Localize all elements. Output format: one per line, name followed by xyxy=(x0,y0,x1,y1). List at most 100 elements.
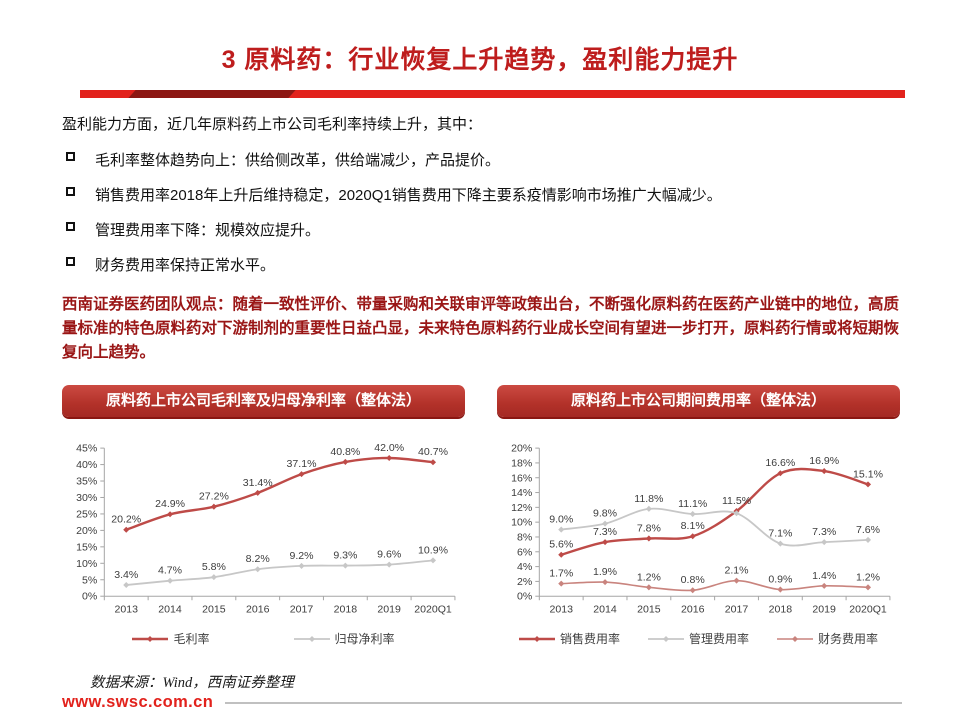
svg-text:2019: 2019 xyxy=(377,603,401,615)
svg-text:2013: 2013 xyxy=(549,603,573,615)
square-bullet-icon xyxy=(66,152,75,161)
expense-ratio-panel: 原料药上市公司期间费用率（整体法） 0% 2% 4% 6% 8% 10% 12% 14% 16%… xyxy=(497,385,900,647)
legend-line-marker-icon xyxy=(647,635,684,642)
svg-text:5.6%: 5.6% xyxy=(549,539,574,551)
svg-text:20.2%: 20.2% xyxy=(111,514,142,526)
svg-text:12%: 12% xyxy=(511,502,533,514)
svg-text:16.6%: 16.6% xyxy=(765,457,796,469)
svg-text:2014: 2014 xyxy=(158,603,182,615)
legend-item: 毛利率 xyxy=(132,630,210,647)
svg-text:2.1%: 2.1% xyxy=(724,565,749,577)
svg-text:14%: 14% xyxy=(511,487,533,499)
svg-text:7.8%: 7.8% xyxy=(637,522,662,534)
bullet-text: 毛利率整体趋势向上：供给侧改革，供给端减少，产品提价。 xyxy=(95,152,501,169)
svg-text:0.8%: 0.8% xyxy=(681,574,706,586)
svg-text:37.1%: 37.1% xyxy=(287,458,318,470)
svg-text:15%: 15% xyxy=(76,541,98,553)
svg-text:1.9%: 1.9% xyxy=(593,566,618,578)
bullet-text: 销售费用率2018年上升后维持稳定，2020Q1销售费用下降主要系疫情影响市场推… xyxy=(95,187,722,204)
bullet-text: 管理费用率下降：规模效应提升。 xyxy=(95,222,321,239)
svg-text:27.2%: 27.2% xyxy=(199,491,230,503)
profitability-panel: 原料药上市公司毛利率及归母净利率（整体法） 0% 5% 10% 15% 20% 25% 30… xyxy=(62,385,465,647)
svg-text:2020Q1: 2020Q1 xyxy=(849,603,887,615)
svg-text:2017: 2017 xyxy=(290,603,314,615)
svg-text:3.4%: 3.4% xyxy=(114,569,139,581)
svg-text:6%: 6% xyxy=(517,546,533,558)
svg-text:7.3%: 7.3% xyxy=(593,526,618,538)
svg-text:18%: 18% xyxy=(511,457,533,469)
body-content: 盈利能力方面，近几年原料药上市公司毛利率持续上升，其中： 毛利率整体趋势向上：供… xyxy=(62,114,900,365)
expense-ratio-chart: 0% 2% 4% 6% 8% 10% 12% 14% 16% 18% 20% 2013 2014 2015… xyxy=(497,433,900,647)
footer-rule xyxy=(225,701,902,704)
svg-text:2015: 2015 xyxy=(637,603,661,615)
profitability-chart: 0% 5% 10% 15% 20% 25% 30% 35% 40% 45% 2013 2014 2015… xyxy=(62,433,465,647)
legend-item: 管理费用率 xyxy=(647,630,749,647)
svg-text:16%: 16% xyxy=(511,472,533,484)
svg-text:20%: 20% xyxy=(76,525,98,537)
report-slide: 3 原料药：行业恢复上升趋势，盈利能力提升 盈利能力方面，近几年原料药上市公司毛… xyxy=(0,40,960,720)
svg-text:11.5%: 11.5% xyxy=(722,495,752,507)
data-source-note: 数据来源：Wind，西南证券整理 xyxy=(90,675,294,692)
svg-text:0.9%: 0.9% xyxy=(768,574,793,586)
svg-text:11.1%: 11.1% xyxy=(678,498,708,510)
list-item: 毛利率整体趋势向上：供给侧改革，供给端减少，产品提价。 xyxy=(62,149,900,170)
svg-text:40.7%: 40.7% xyxy=(418,446,449,458)
expense-ratio-line-chart: 0% 2% 4% 6% 8% 10% 12% 14% 16% 18% 20% 2013 2014 2015… xyxy=(511,443,891,615)
svg-text:24.9%: 24.9% xyxy=(155,498,186,510)
company-website-link[interactable]: www.swsc.com.cn xyxy=(62,693,214,711)
svg-text:1.2%: 1.2% xyxy=(856,571,881,583)
svg-text:7.6%: 7.6% xyxy=(856,524,881,536)
svg-text:5.8%: 5.8% xyxy=(202,561,227,573)
svg-text:35%: 35% xyxy=(76,476,98,488)
svg-text:9.0%: 9.0% xyxy=(549,514,574,526)
svg-text:2014: 2014 xyxy=(593,603,617,615)
legend-label: 管理费用率 xyxy=(688,632,749,647)
bullet-list: 毛利率整体趋势向上：供给侧改革，供给端减少，产品提价。 销售费用率2018年上升… xyxy=(62,149,900,275)
margin-netprofit-line-chart: 0% 5% 10% 15% 20% 25% 30% 35% 40% 45% 2013 2014 2015… xyxy=(76,442,456,615)
svg-text:10%: 10% xyxy=(511,517,533,529)
svg-text:9.3%: 9.3% xyxy=(333,550,358,562)
svg-text:20%: 20% xyxy=(511,443,533,455)
svg-text:8.2%: 8.2% xyxy=(246,553,271,565)
analyst-viewpoint-text: 西南证券医药团队观点：随着一致性评价、带量采购和关联审评等政策出台，不断强化原料… xyxy=(62,296,900,362)
svg-text:9.6%: 9.6% xyxy=(377,549,402,561)
legend-label: 销售费用率 xyxy=(559,632,620,647)
svg-text:45%: 45% xyxy=(76,443,98,455)
svg-text:40%: 40% xyxy=(76,459,98,471)
svg-text:2016: 2016 xyxy=(246,603,270,615)
list-item: 财务费用率保持正常水平。 xyxy=(62,254,900,275)
svg-text:2018: 2018 xyxy=(334,603,358,615)
svg-text:10%: 10% xyxy=(76,558,98,570)
legend-line-marker-icon xyxy=(132,635,169,642)
svg-text:2015: 2015 xyxy=(202,603,226,615)
svg-text:40.8%: 40.8% xyxy=(330,446,361,458)
chart-panels: 原料药上市公司毛利率及归母净利率（整体法） 0% 5% 10% 15% 20% 25% 30… xyxy=(62,385,900,647)
footer: www.swsc.com.cn xyxy=(62,693,902,712)
svg-text:2013: 2013 xyxy=(114,603,138,615)
svg-text:9.8%: 9.8% xyxy=(593,508,618,520)
svg-text:0%: 0% xyxy=(517,591,533,603)
title-divider-bar xyxy=(80,90,905,98)
svg-text:4%: 4% xyxy=(517,561,533,573)
svg-text:8.1%: 8.1% xyxy=(681,520,706,532)
page-title: 3 原料药：行业恢复上升趋势，盈利能力提升 xyxy=(221,46,739,74)
svg-text:25%: 25% xyxy=(76,509,98,521)
bullet-text: 财务费用率保持正常水平。 xyxy=(95,257,276,274)
svg-text:2020Q1: 2020Q1 xyxy=(414,603,452,615)
chart-title-badge: 原料药上市公司期间费用率（整体法） xyxy=(497,385,900,418)
svg-text:2019: 2019 xyxy=(812,603,836,615)
svg-text:15.1%: 15.1% xyxy=(853,468,884,480)
legend-label: 归母净利率 xyxy=(334,632,395,647)
legend-line-marker-icon xyxy=(777,635,813,642)
chart-title-badge: 原料药上市公司毛利率及归母净利率（整体法） xyxy=(62,385,465,418)
svg-text:4.7%: 4.7% xyxy=(158,565,183,577)
svg-text:42.0%: 42.0% xyxy=(374,442,405,454)
svg-text:1.2%: 1.2% xyxy=(637,571,662,583)
title-divider-accent xyxy=(128,90,296,98)
svg-text:30%: 30% xyxy=(76,492,98,504)
chart-legend: 销售费用率 管理费用率 财务费用率 xyxy=(497,630,900,647)
svg-text:10.9%: 10.9% xyxy=(418,544,449,556)
legend-item: 销售费用率 xyxy=(518,630,620,647)
svg-text:2018: 2018 xyxy=(769,603,793,615)
svg-text:0%: 0% xyxy=(82,591,98,603)
